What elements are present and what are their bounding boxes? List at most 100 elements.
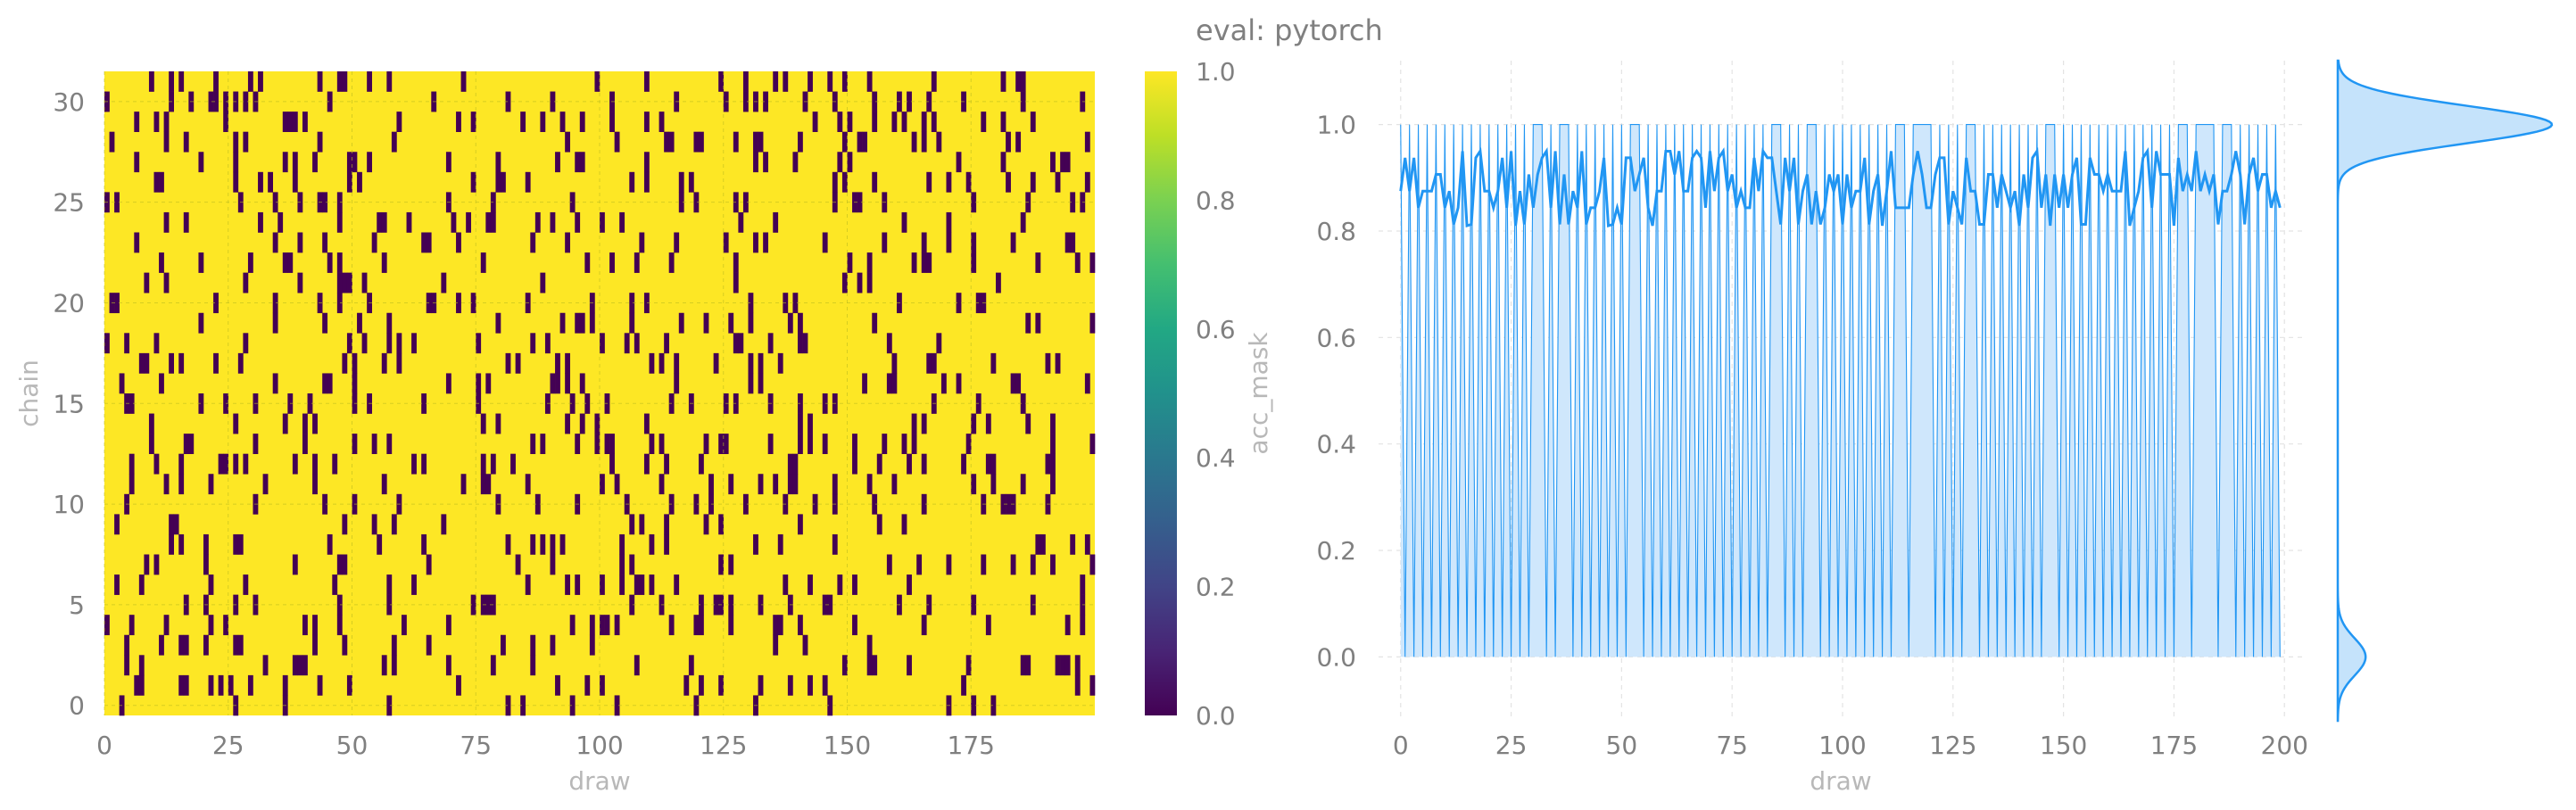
heatmap-cell-rejected: [921, 131, 927, 153]
heatmap-cell-rejected: [990, 352, 997, 374]
heatmap-cell-rejected: [1089, 312, 1096, 334]
heatmap-cell-rejected: [678, 171, 684, 193]
heatmap-cell-rejected: [377, 211, 383, 233]
heatmap-cell-rejected: [258, 171, 263, 193]
heatmap-x-tick-label: 150: [824, 731, 871, 760]
heatmap-cell-rejected: [728, 312, 734, 334]
heatmap-cell-rejected: [926, 594, 932, 616]
heatmap-cell-rejected: [753, 533, 758, 555]
heatmap-cell-rejected: [233, 413, 239, 434]
heatmap-cell-rejected: [336, 554, 343, 575]
heatmap-cell-rejected: [787, 474, 793, 495]
heatmap-cell-rejected: [282, 413, 288, 434]
heatmap-cell-rejected: [832, 171, 838, 193]
heatmap-cell-rejected: [798, 615, 803, 636]
heatmap-cell-rejected: [550, 634, 556, 656]
heatmap-cell-rejected: [460, 71, 467, 92]
heatmap-cell-rejected: [1020, 393, 1026, 414]
heatmap-cell-rejected: [565, 352, 570, 374]
heatmap-cell-rejected: [421, 533, 427, 555]
heatmap-cell-rejected: [178, 453, 185, 475]
heatmap-cell-rejected: [233, 131, 239, 153]
heatmap-cell-rejected: [312, 152, 318, 173]
heatmap-cell-rejected: [901, 434, 907, 454]
heatmap-cell-rejected: [495, 171, 501, 193]
heatmap-cell-rejected: [742, 493, 749, 515]
heatmap-cell-rejected: [921, 615, 927, 636]
heatmap-cell-rejected: [282, 674, 288, 696]
heatmap-cell-rejected: [639, 514, 645, 535]
heatmap-cell-rejected: [495, 152, 501, 173]
heatmap-cell-rejected: [1045, 352, 1051, 374]
heatmap-cell-rejected: [317, 71, 323, 92]
heatmap-cell-rejected: [773, 211, 779, 233]
heatmap-cell-rejected: [302, 434, 308, 454]
heatmap-cell-rejected: [163, 272, 170, 293]
heatmap-cell-rejected: [426, 232, 432, 253]
heatmap-cell-rejected: [981, 554, 987, 575]
heatmap-cell-rejected: [1040, 533, 1046, 555]
heatmap-cell-rejected: [144, 272, 150, 293]
heatmap-cell-rejected: [901, 211, 907, 233]
heatmap-cell-rejected: [827, 594, 833, 616]
heatmap-cell-rejected: [505, 91, 511, 112]
heatmap-cell-rejected: [272, 192, 278, 213]
heatmap-cell-rejected: [643, 453, 650, 475]
heatmap-cell-rejected: [1080, 574, 1086, 595]
heatmap-cell-rejected: [352, 152, 358, 173]
heatmap-cell-rejected: [163, 211, 170, 233]
heatmap-cell-rejected: [990, 695, 997, 716]
heatmap-cell-rejected: [1064, 232, 1071, 253]
heatmap-x-tick-label: 25: [212, 731, 244, 760]
heatmap-cell-rejected: [148, 434, 154, 454]
heatmap-cell-rejected: [901, 112, 907, 132]
heatmap-cell-rejected: [262, 655, 269, 676]
heatmap-cell-rejected: [208, 615, 214, 636]
heatmap-cell-rejected: [926, 252, 932, 273]
heatmap-cell-rejected: [134, 674, 140, 696]
heatmap-cell-rejected: [946, 232, 952, 253]
heatmap-cell-rejected: [555, 674, 560, 696]
heatmap-cell-rejected: [579, 312, 585, 334]
heatmap-cell-rejected: [688, 171, 694, 193]
heatmap-cell-rejected: [104, 615, 110, 636]
heatmap-cell-rejected: [812, 493, 818, 515]
heatmap-cell-rejected: [569, 695, 576, 716]
heatmap-cell-rejected: [866, 634, 873, 656]
heatmap-cell-rejected: [525, 171, 531, 193]
heatmap-cell-rejected: [1010, 554, 1016, 575]
heatmap-cell-rejected: [798, 312, 803, 334]
heatmap-cell-rejected: [882, 434, 888, 454]
heatmap-cell-rejected: [822, 594, 828, 616]
heatmap-cell-rejected: [911, 131, 917, 153]
heatmap-cell-rejected: [683, 674, 690, 696]
heatmap-cell-rejected: [445, 655, 451, 676]
heatmap-cell-rejected: [262, 474, 269, 495]
heatmap-cell-rejected: [643, 71, 650, 92]
heatmap-cell-rejected: [693, 192, 700, 213]
heatmap-cell-rejected: [178, 352, 185, 374]
colorbar-tick-label: 1.0: [1196, 57, 1236, 87]
heatmap-cell-rejected: [668, 131, 675, 153]
heatmap-cell-rejected: [742, 71, 749, 92]
heatmap-cell-rejected: [520, 695, 526, 716]
heatmap-cell-rejected: [1060, 152, 1065, 173]
heatmap-cell-rejected: [822, 393, 828, 414]
heatmap-cell-rejected: [445, 152, 451, 173]
heatmap-cell-rejected: [268, 171, 273, 193]
trace-x-tick-label: 150: [2040, 731, 2087, 760]
heatmap-cell-rejected: [109, 131, 115, 153]
heatmap-x-tick-label: 50: [336, 731, 369, 760]
heatmap-cell-rejected: [495, 312, 501, 334]
heatmap-cell-rejected: [183, 434, 189, 454]
heatmap-cell-rejected: [589, 634, 595, 656]
heatmap-cell-rejected: [971, 413, 977, 434]
heatmap-cell-rejected: [292, 171, 298, 193]
heatmap-cell-rejected: [391, 514, 397, 535]
heatmap-cell-rejected: [540, 533, 546, 555]
heatmap-cell-rejected: [798, 413, 803, 434]
heatmap-cell-rejected: [565, 574, 570, 595]
heatmap-cell-rejected: [128, 393, 135, 414]
heatmap-cell-rejected: [600, 211, 605, 233]
heatmap-cell-rejected: [138, 655, 145, 676]
